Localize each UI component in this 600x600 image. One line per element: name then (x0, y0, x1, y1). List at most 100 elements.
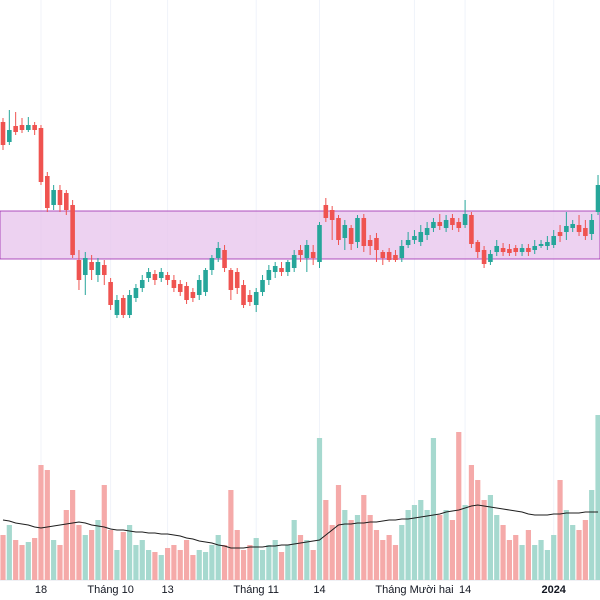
volume-bar (51, 540, 57, 580)
candle-body (348, 228, 354, 244)
volume-bar (380, 540, 386, 580)
volume-bar (0, 535, 6, 580)
candle-body (266, 270, 272, 280)
volume-bar (76, 525, 82, 580)
candle-body (494, 246, 500, 252)
candle-body (234, 272, 240, 288)
volume-bar (70, 490, 76, 580)
volume-bar (430, 438, 437, 580)
volume-ma-line (2, 504, 599, 549)
volume-bar (449, 520, 456, 580)
candle-body (57, 190, 63, 205)
candle-body (538, 244, 544, 246)
candle-body (361, 218, 367, 246)
candle-body (564, 226, 569, 232)
candle-body (241, 285, 246, 305)
volume-bar (570, 525, 576, 580)
volume-bar (13, 540, 19, 580)
volume-bar (215, 535, 221, 580)
candle-body (386, 252, 392, 260)
volume-bar (494, 515, 500, 580)
candle-body (146, 272, 151, 278)
candle-body (120, 298, 126, 315)
volume-layer (0, 415, 600, 580)
volume-bar (6, 525, 12, 580)
volume-bar (589, 490, 595, 580)
candle-body (165, 275, 170, 280)
candle-body (184, 286, 189, 300)
candle-body (108, 282, 113, 305)
volume-bar (500, 525, 506, 580)
candle-body (526, 248, 531, 252)
volume-bar (183, 540, 190, 580)
candle-body (532, 246, 538, 250)
volume-bar (171, 545, 177, 580)
volume-bar (228, 490, 234, 580)
candle-body (412, 236, 417, 240)
candle-body (298, 250, 303, 255)
candle-body (450, 218, 455, 225)
volume-bar (532, 545, 538, 580)
volume-bar (506, 540, 512, 580)
candle-body (488, 254, 493, 262)
volume-bar (348, 520, 354, 580)
volume-bar (373, 530, 380, 580)
candle-body (513, 248, 519, 252)
volume-bar (101, 485, 107, 580)
candle-body (393, 255, 398, 260)
candle-body (304, 245, 310, 258)
volume-bar (462, 505, 468, 580)
volume-bar (247, 545, 253, 580)
candle-body (431, 222, 436, 228)
candle-body (196, 280, 202, 295)
candle-body (462, 214, 468, 225)
candle-body (127, 295, 132, 315)
candle-body (247, 295, 253, 302)
volume-bar (285, 545, 291, 580)
volume-bar (25, 542, 31, 580)
volume-bar (468, 465, 475, 580)
candle-body (215, 248, 221, 258)
x-tick-label: 18 (35, 584, 47, 596)
volume-bar (82, 535, 88, 580)
volume-bar (114, 550, 120, 580)
volume-bar (38, 465, 44, 580)
volume-bar (127, 525, 133, 580)
volume-bar (557, 480, 563, 580)
candle-body (64, 193, 69, 210)
volume-bar (259, 550, 266, 580)
volume-bar (89, 530, 95, 580)
candle-body (418, 232, 424, 242)
volume-bar (456, 432, 462, 580)
volume-bar (196, 550, 202, 580)
volume-bar (63, 510, 69, 580)
candle-body (114, 300, 120, 315)
candle-body (95, 262, 101, 275)
volume-bar (240, 550, 247, 580)
volume-bar (120, 532, 126, 580)
volume-bar (19, 545, 25, 580)
candle-body (317, 225, 322, 262)
volume-bar (329, 525, 335, 580)
candle-body (228, 270, 234, 290)
x-tick-label: Tháng 11 (233, 584, 279, 596)
candle-body (481, 250, 487, 264)
x-tick-label: 13 (161, 584, 173, 596)
candle-body (374, 238, 379, 250)
volume-bar (418, 500, 424, 580)
x-tick-label: Tháng Mười hai (375, 584, 453, 596)
volume-bar (563, 510, 569, 580)
candle-body (557, 232, 563, 236)
x-tick-label: 14 (459, 584, 471, 596)
volume-bar (411, 505, 418, 580)
candle-body (469, 215, 474, 244)
volume-bar (304, 540, 310, 580)
volume-bar (551, 535, 557, 580)
candle-body (424, 228, 430, 235)
candle-body (101, 265, 107, 275)
grid (0, 0, 600, 581)
volume-bar (310, 550, 316, 580)
volume-bar (221, 545, 228, 580)
